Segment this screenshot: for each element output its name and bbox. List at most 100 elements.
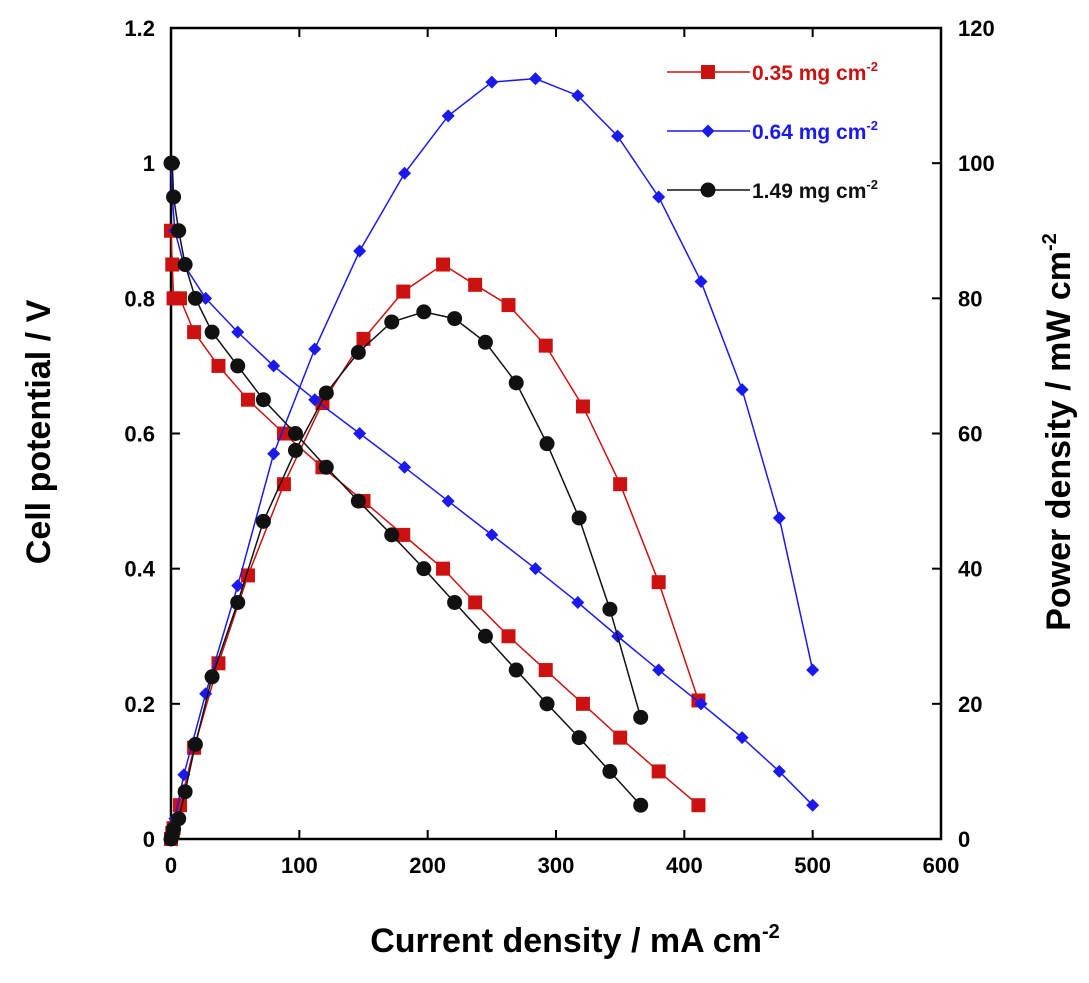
power-point bbox=[501, 298, 516, 313]
y2-axis-title-text: Power density / mW cm bbox=[1040, 251, 1078, 631]
y2-tick-label: 0 bbox=[958, 827, 970, 852]
polarization-point bbox=[571, 730, 587, 746]
polarization-point bbox=[735, 731, 749, 745]
polarization-point bbox=[528, 562, 542, 576]
polarization-point bbox=[187, 325, 202, 340]
legend-label-sup: -2 bbox=[866, 177, 878, 192]
legend-label: 0.35 mg cm-2 bbox=[752, 59, 878, 85]
polarization-point bbox=[199, 291, 213, 305]
polarization-point bbox=[384, 527, 400, 543]
polarization-line bbox=[170, 230, 699, 806]
power-point bbox=[477, 334, 493, 350]
polarization-point bbox=[398, 460, 412, 474]
polarization-point bbox=[501, 629, 516, 644]
power-point bbox=[353, 244, 367, 258]
power-point bbox=[694, 274, 708, 288]
x-tick-label: 0 bbox=[165, 853, 177, 878]
polarization-point bbox=[436, 561, 451, 576]
x-axis-title-sup: -2 bbox=[762, 921, 780, 943]
y2-tick-label: 40 bbox=[958, 557, 982, 582]
y2-tick-label: 60 bbox=[958, 422, 982, 447]
legend-item: 0.35 mg cm-2 bbox=[667, 59, 878, 85]
power-point bbox=[396, 284, 411, 299]
polarization-point bbox=[571, 595, 585, 609]
y-tick-label: 0.2 bbox=[124, 692, 155, 717]
legend-label-text: 1.49 mg cm bbox=[752, 180, 866, 203]
power-point bbox=[255, 513, 271, 529]
x-axis-title: Current density / mA cm-2 bbox=[370, 921, 780, 960]
polarization-point bbox=[241, 392, 255, 407]
power-point bbox=[287, 442, 303, 458]
polarization-point bbox=[308, 393, 322, 407]
power-point bbox=[571, 510, 587, 526]
polarization-point bbox=[806, 798, 820, 812]
power-point bbox=[384, 314, 400, 330]
series-layer bbox=[163, 72, 820, 847]
power-point bbox=[611, 129, 625, 143]
power-point bbox=[318, 385, 334, 401]
power-point bbox=[276, 477, 291, 492]
x-tick-label: 500 bbox=[794, 853, 831, 878]
polarization-point bbox=[441, 494, 455, 508]
legend-label: 1.49 mg cm-2 bbox=[752, 177, 878, 203]
y2-tick-label: 100 bbox=[958, 151, 995, 176]
polarization-point bbox=[187, 290, 203, 306]
power-point bbox=[575, 399, 590, 414]
polarization-line bbox=[170, 163, 814, 806]
power-point bbox=[447, 311, 463, 327]
power-point bbox=[230, 594, 246, 610]
polarization-point bbox=[485, 528, 499, 542]
polarization-point bbox=[230, 358, 246, 374]
power-point bbox=[806, 663, 820, 677]
polarization-point bbox=[287, 426, 303, 441]
polarization-point bbox=[468, 595, 483, 610]
polarization-point bbox=[694, 697, 708, 711]
polarization-point bbox=[416, 561, 432, 577]
power-point bbox=[350, 344, 366, 360]
power-point bbox=[171, 811, 187, 827]
power-point bbox=[416, 304, 432, 320]
power-point bbox=[735, 383, 749, 397]
polarization-point bbox=[539, 696, 555, 712]
polarization-point bbox=[177, 257, 193, 273]
legend-marker bbox=[701, 124, 715, 138]
legend: 0.35 mg cm-20.64 mg cm-21.49 mg cm-2 bbox=[667, 59, 878, 203]
power-point bbox=[539, 436, 555, 452]
x-tick-label: 400 bbox=[666, 853, 703, 878]
power-point bbox=[204, 669, 220, 685]
x-tick-label: 300 bbox=[538, 853, 575, 878]
y2-axis-title: Power density / mW cm-2 bbox=[1039, 233, 1078, 631]
polarization-point bbox=[171, 223, 187, 239]
power-point bbox=[468, 277, 483, 292]
polarization-point bbox=[211, 358, 226, 373]
power-point bbox=[436, 257, 451, 272]
polarization-point bbox=[267, 359, 281, 373]
legend-label-text: 0.64 mg cm bbox=[752, 121, 866, 144]
polarization-point bbox=[538, 663, 553, 678]
y-tick-label: 0 bbox=[143, 827, 155, 852]
polarization-point bbox=[396, 527, 411, 542]
polarization-point bbox=[508, 662, 524, 678]
polarization-point bbox=[318, 459, 334, 475]
power-point bbox=[571, 89, 585, 103]
legend-label-text: 0.35 mg cm bbox=[752, 62, 866, 85]
legend-label-sup: -2 bbox=[866, 118, 878, 133]
power-point bbox=[633, 709, 649, 725]
series-2 bbox=[164, 72, 820, 846]
polarization-point bbox=[477, 628, 493, 644]
y2-tick-label: 120 bbox=[958, 16, 995, 41]
y-tick-label: 0.8 bbox=[124, 286, 155, 311]
power-point bbox=[199, 687, 213, 701]
legend-label-sup: -2 bbox=[866, 59, 878, 74]
polarization-point bbox=[204, 324, 220, 340]
polarization-line bbox=[171, 162, 642, 806]
polarization-point bbox=[602, 763, 618, 779]
y-axis-title: Cell potential / V bbox=[20, 299, 58, 564]
polarization-point bbox=[165, 257, 180, 272]
y-tick-label: 1.2 bbox=[124, 16, 155, 41]
polarization-point bbox=[772, 764, 786, 778]
polarization-point bbox=[633, 797, 649, 813]
polarization-point bbox=[166, 189, 182, 205]
power-point bbox=[267, 447, 281, 461]
